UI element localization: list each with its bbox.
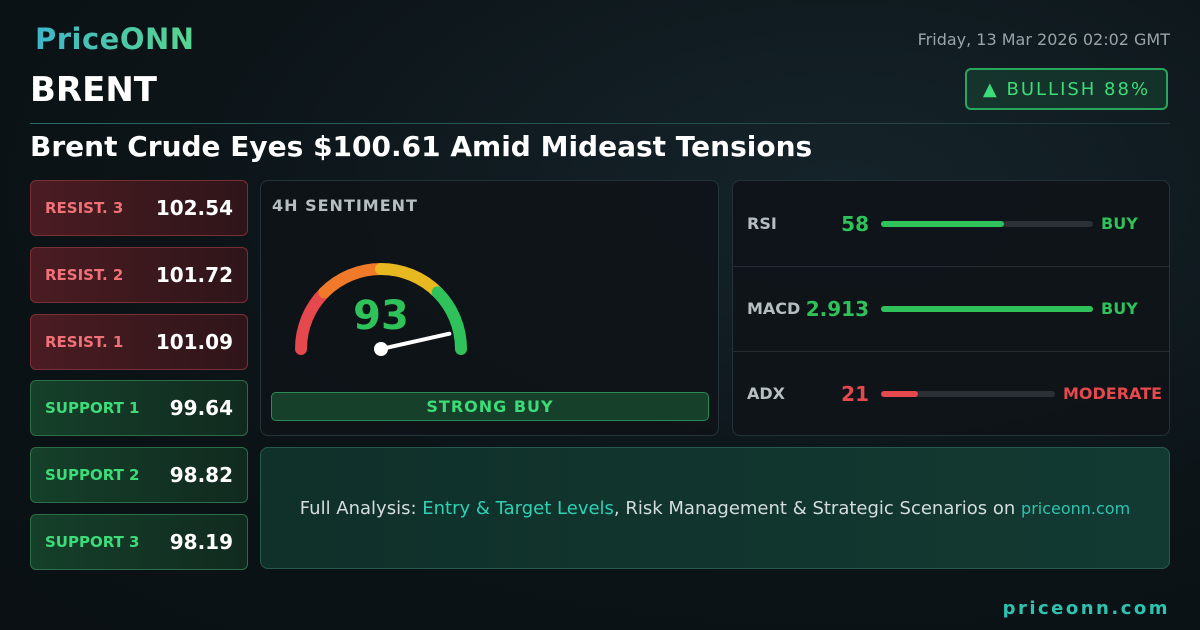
call-to-action: Full Analysis: Entry & Target Levels, Ri… bbox=[260, 447, 1170, 569]
level-value: 101.09 bbox=[155, 329, 233, 354]
indicator-track bbox=[881, 220, 1093, 227]
level-value: 98.82 bbox=[169, 463, 233, 488]
indicator-track bbox=[881, 305, 1093, 312]
level-value: 99.64 bbox=[169, 396, 233, 421]
indicator-name: RSI bbox=[747, 214, 777, 233]
level-name: RESIST. 1 bbox=[45, 332, 124, 351]
level-box: SUPPORT 3 98.19 bbox=[30, 514, 248, 570]
indicator-value: 2.913 bbox=[805, 296, 869, 321]
indicator-name: ADX bbox=[747, 384, 785, 403]
level-name: RESIST. 3 bbox=[45, 199, 124, 217]
gauge-value: 93 bbox=[353, 293, 409, 339]
logo: PriceONN bbox=[35, 22, 195, 56]
gauge: 93 bbox=[294, 262, 468, 356]
level-name: SUPPORT 2 bbox=[45, 466, 140, 485]
divider bbox=[30, 123, 1170, 124]
indicator-bar bbox=[881, 220, 1004, 227]
gauge-hub bbox=[374, 342, 388, 356]
indicator-row: RSI 58 BUY bbox=[733, 181, 1169, 267]
level-box: RESIST. 2 101.72 bbox=[30, 246, 248, 303]
gauge-zone bbox=[318, 262, 387, 299]
indicator-row: MACD 2.913 BUY bbox=[733, 266, 1169, 352]
gauge-zone bbox=[431, 286, 468, 355]
indicator-signal: MODERATE bbox=[1063, 384, 1163, 403]
footer-site: priceonn.com bbox=[1002, 598, 1170, 619]
indicator-value: 58 bbox=[841, 211, 869, 236]
indicator-bar bbox=[881, 305, 1093, 312]
level-box: SUPPORT 1 99.64 bbox=[30, 380, 248, 437]
level-box: SUPPORT 2 98.82 bbox=[30, 447, 248, 504]
gauge-zone bbox=[375, 262, 444, 299]
sentiment-panel: 4H SENTIMENT 93 STRONG BUY bbox=[260, 180, 719, 436]
sentiment-label: STRONG BUY bbox=[271, 392, 709, 421]
indicator-row: ADX 21 MODERATE bbox=[733, 351, 1169, 436]
level-value: 101.72 bbox=[155, 262, 233, 287]
cta-site: priceonn.com bbox=[1021, 498, 1131, 518]
indicator-name: MACD bbox=[747, 299, 801, 318]
level-value: 102.54 bbox=[155, 196, 233, 220]
gauge-needle bbox=[379, 331, 452, 351]
indicator-track bbox=[881, 390, 1055, 397]
cta-text: , Risk Management & Strategic Scenarios … bbox=[613, 497, 1022, 519]
indicator-value: 21 bbox=[841, 381, 869, 406]
gauge-zone bbox=[294, 286, 331, 355]
headline: Brent Crude Eyes $100.61 Amid Mideast Te… bbox=[30, 130, 813, 163]
indicator-signal: BUY bbox=[1101, 299, 1138, 318]
indicator-panel: RSI 58 BUY MACD 2.913 BUY ADX 21 MODERATE bbox=[732, 180, 1170, 436]
panel-title: 4H SENTIMENT bbox=[272, 196, 418, 215]
date: Friday, 13 Mar 2026 02:02 GMT bbox=[917, 30, 1170, 49]
indicator-bar bbox=[881, 390, 918, 397]
cta-highlight: Entry & Target Levels bbox=[422, 497, 614, 519]
level-name: SUPPORT 3 bbox=[45, 533, 140, 551]
sentiment-badge: ▲ BULLISH 88% bbox=[965, 68, 1168, 110]
level-name: RESIST. 2 bbox=[45, 265, 124, 284]
level-box: RESIST. 1 101.09 bbox=[30, 313, 248, 370]
level-value: 98.19 bbox=[169, 530, 233, 554]
indicator-signal: BUY bbox=[1101, 214, 1138, 233]
cta-text: Full Analysis: bbox=[299, 497, 423, 519]
symbol: BRENT bbox=[30, 70, 157, 110]
level-box: RESIST. 3 102.54 bbox=[30, 180, 248, 236]
level-name: SUPPORT 1 bbox=[45, 399, 140, 418]
